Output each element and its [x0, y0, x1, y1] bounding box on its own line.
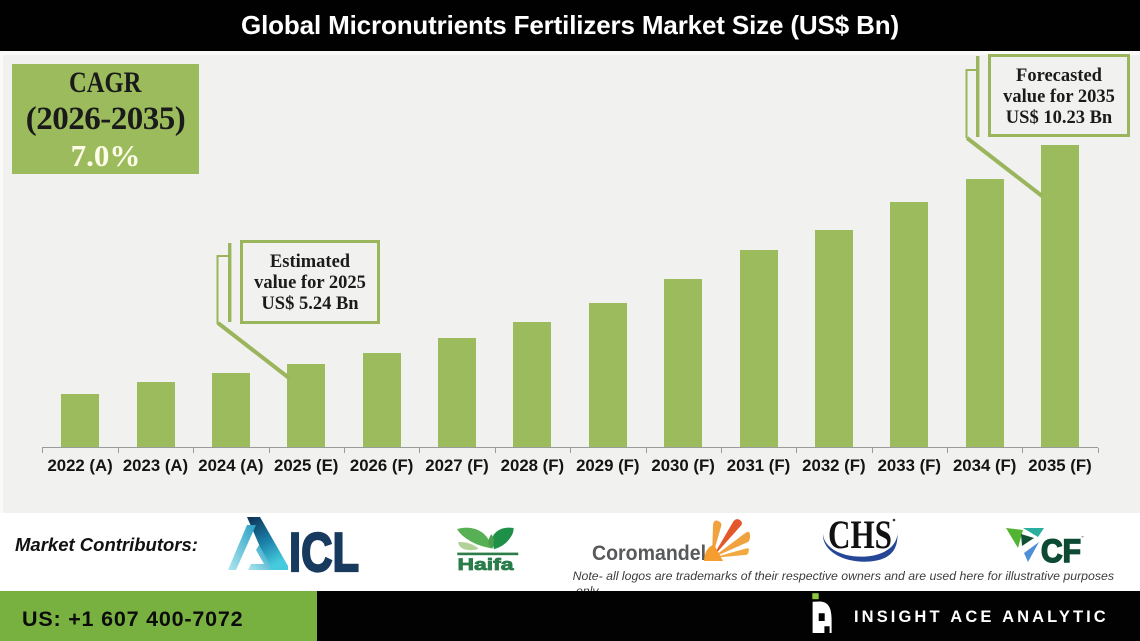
svg-text:Haifa: Haifa [458, 555, 515, 574]
svg-text:Coromandel: Coromandel [592, 542, 706, 565]
svg-text:ICL: ICL [289, 521, 359, 574]
svg-text:CF: CF [1041, 533, 1081, 565]
svg-text:CHS: CHS [828, 515, 892, 557]
